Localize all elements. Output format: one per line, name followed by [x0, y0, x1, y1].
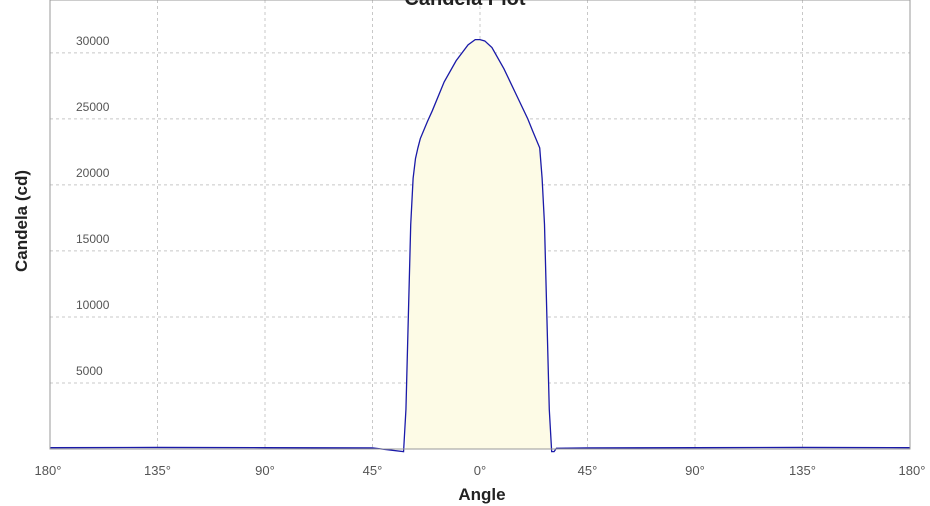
x-tick-label: 45° — [363, 463, 383, 478]
x-tick-label: 90° — [685, 463, 705, 478]
y-tick-label: 15000 — [76, 232, 110, 246]
x-tick-label: 180° — [35, 463, 62, 478]
grid-lines — [50, 0, 910, 449]
x-tick-label: 135° — [144, 463, 171, 478]
x-tick-label: 0° — [474, 463, 486, 478]
chart-title: Candela Plot — [404, 0, 525, 10]
y-tick-labels: 5000 10000 15000 20000 25000 30000 — [76, 34, 110, 378]
y-tick-label: 20000 — [76, 166, 110, 180]
x-axis-title: Angle — [458, 485, 505, 504]
y-axis-title: Candela (cd) — [12, 170, 31, 272]
candela-series-line — [49, 38, 911, 453]
x-tick-label: 90° — [255, 463, 275, 478]
y-tick-label: 25000 — [76, 100, 110, 114]
plot-frame — [49, 0, 911, 450]
x-tick-label: 180° — [899, 463, 926, 478]
x-tick-label: 135° — [789, 463, 816, 478]
y-tick-label: 10000 — [76, 298, 110, 312]
x-tick-label: 45° — [578, 463, 598, 478]
x-tick-labels: 180° 135° 90° 45° 0° 45° 90° 135° 180° — [35, 463, 926, 478]
y-tick-label: 30000 — [76, 34, 110, 48]
y-tick-label: 5000 — [76, 364, 103, 378]
candela-area-fill — [405, 39, 552, 450]
